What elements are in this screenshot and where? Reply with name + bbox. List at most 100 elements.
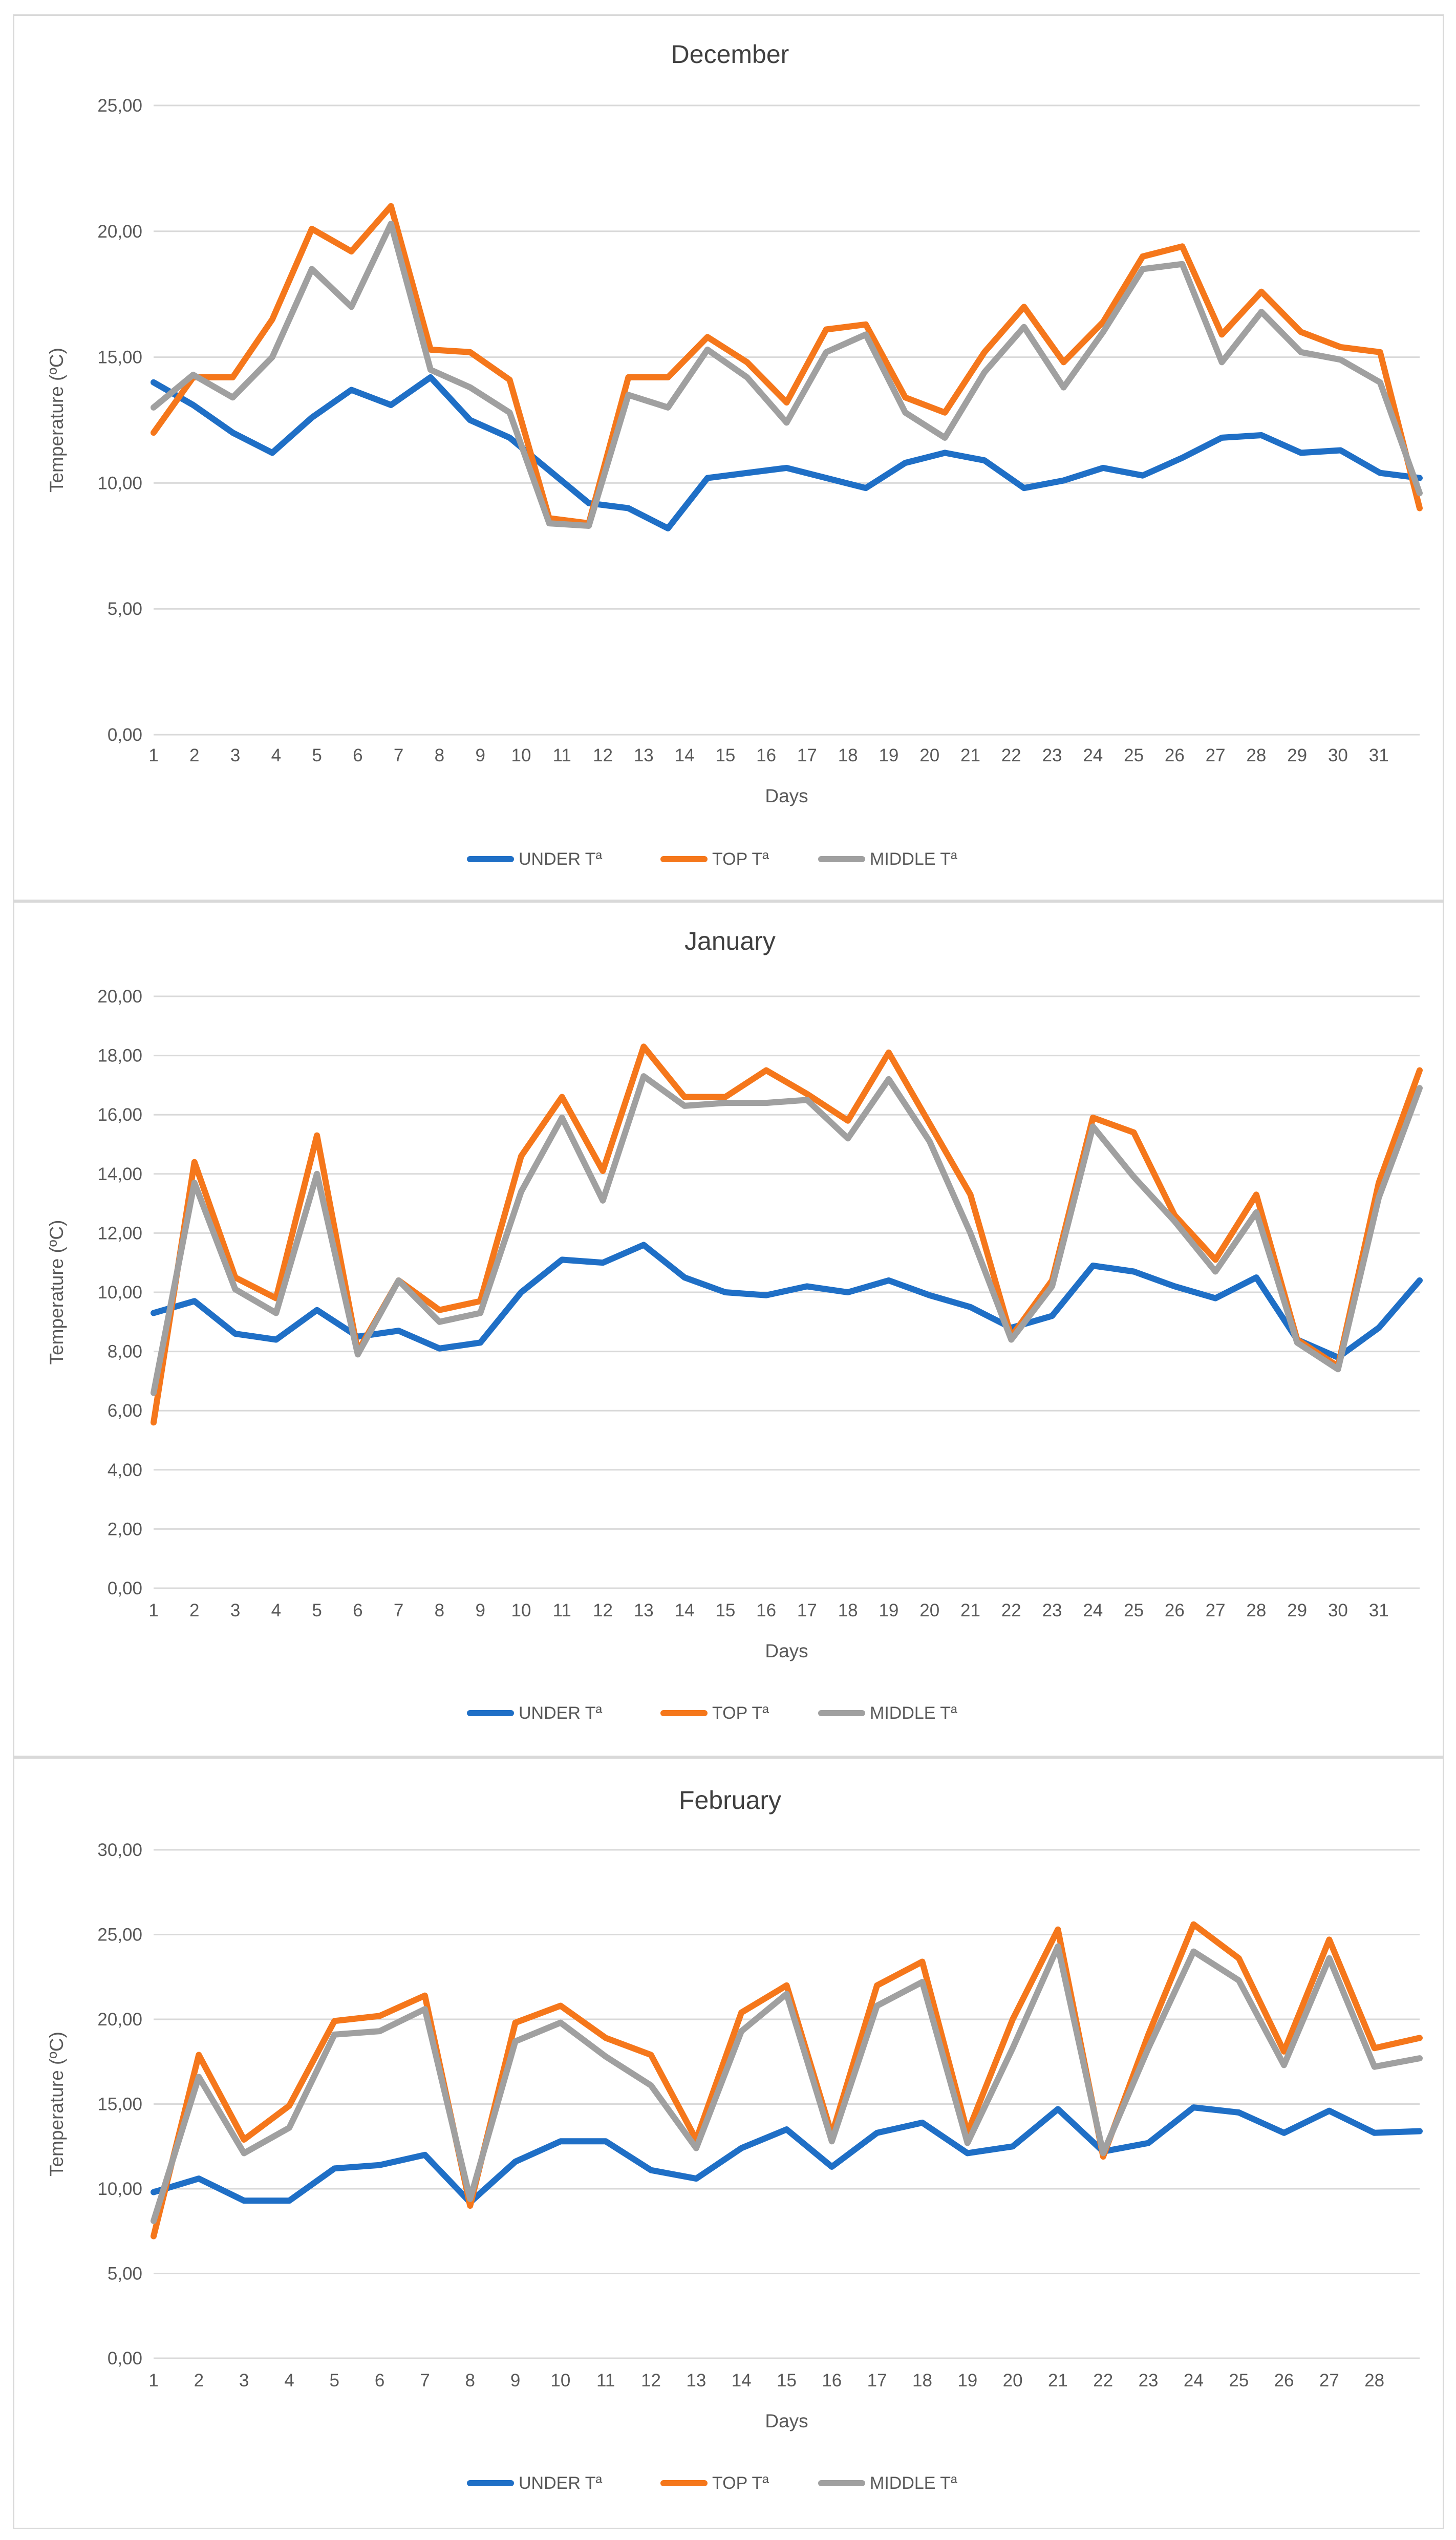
y-tick-label: 0,00: [108, 2349, 142, 2368]
series-line-under: [151, 374, 1423, 531]
x-tick-label: 3: [230, 1600, 240, 1620]
y-tick-label: 5,00: [108, 599, 142, 619]
series-line-top: [151, 203, 1423, 527]
x-tick-label: 24: [1083, 745, 1103, 765]
x-tick-label: 12: [593, 745, 613, 765]
y-tick-label: 0,00: [108, 725, 142, 745]
x-tick-label: 2: [189, 1600, 199, 1620]
y-tick-label: 2,00: [108, 1519, 142, 1539]
x-tick-label: 10: [550, 2371, 570, 2390]
y-tick-label: 30,00: [97, 1840, 142, 1860]
x-tick-label: 29: [1287, 745, 1307, 765]
x-tick-label: 24: [1184, 2371, 1204, 2390]
x-tick-label: 18: [838, 745, 858, 765]
legend-label: TOP Tª: [712, 2473, 769, 2493]
chart-panel-january: January 0,00 2,00 4,00 6,00 8,00 10,00 12,00 14,…: [13, 901, 1444, 1757]
x-axis-label: Days: [765, 2410, 808, 2431]
y-axis-label: Temperature (ºC): [46, 348, 67, 493]
x-tick-label: 25: [1124, 1600, 1144, 1620]
y-tick-label: 20,00: [97, 222, 142, 242]
series-line-middle: [151, 221, 1423, 529]
x-tick-label: 5: [330, 2371, 339, 2390]
series-line-under: [151, 2104, 1423, 2206]
chart-panel-december: December 0,00 5,00 10,00 15,00 20,00 25,00 1 2 3 4…: [13, 14, 1444, 901]
chart-title: January: [684, 927, 776, 955]
x-tick-label: 9: [510, 2371, 520, 2390]
y-tick-label: 20,00: [97, 987, 142, 1007]
x-tick-label: 21: [960, 745, 980, 765]
x-tick-label: 1: [148, 745, 158, 765]
x-tick-label: 13: [634, 745, 654, 765]
x-tick-label: 19: [957, 2371, 977, 2390]
legend-label: UNDER Tª: [519, 1703, 602, 1723]
x-tick-label: 21: [1048, 2371, 1068, 2390]
legend-label: UNDER Tª: [519, 849, 602, 869]
y-tick-label: 15,00: [97, 2095, 142, 2115]
series-line-middle: [151, 1073, 1423, 1396]
x-tick-label: 29: [1287, 1600, 1307, 1620]
x-tick-label: 10: [511, 1600, 531, 1620]
series-line-top: [151, 1921, 1423, 2239]
series-line-middle: [151, 1943, 1423, 2224]
y-tick-label: 5,00: [108, 2264, 142, 2284]
x-tick-label: 14: [675, 745, 695, 765]
x-tick-label: 15: [715, 745, 735, 765]
x-tick-label: 19: [879, 1600, 898, 1620]
y-tick-label: 20,00: [97, 2010, 142, 2030]
x-tick-label: 31: [1369, 745, 1389, 765]
x-tick-label: 30: [1328, 1600, 1348, 1620]
y-tick-label: 12,00: [97, 1223, 142, 1243]
legend-label: UNDER Tª: [519, 2473, 602, 2493]
x-tick-label: 15: [715, 1600, 735, 1620]
legend-label: MIDDLE Tª: [870, 1703, 957, 1723]
x-tick-label: 28: [1246, 1600, 1266, 1620]
x-tick-label: 11: [553, 745, 571, 765]
x-tick-label: 23: [1139, 2371, 1159, 2390]
x-tick-label: 20: [919, 1600, 939, 1620]
chart-title: December: [671, 40, 789, 69]
x-tick-label: 6: [353, 1600, 362, 1620]
x-tick-label: 2: [189, 745, 199, 765]
x-tick-label: 18: [838, 1600, 858, 1620]
x-tick-label: 7: [394, 745, 403, 765]
x-tick-label: 26: [1274, 2371, 1294, 2390]
x-tick-label: 9: [475, 1600, 485, 1620]
x-tick-label: 7: [420, 2371, 430, 2390]
x-tick-label: 13: [686, 2371, 706, 2390]
x-tick-label: 2: [194, 2371, 204, 2390]
x-axis-label: Days: [765, 785, 808, 806]
legend-label: TOP Tª: [712, 849, 769, 869]
x-tick-label: 17: [867, 2371, 887, 2390]
x-tick-label: 8: [465, 2371, 475, 2390]
x-tick-label: 22: [1093, 2371, 1113, 2390]
x-tick-label: 3: [239, 2371, 249, 2390]
x-axis-label: Days: [765, 1640, 808, 1661]
x-tick-label: 30: [1328, 745, 1348, 765]
x-tick-label: 25: [1124, 745, 1144, 765]
x-tick-label: 4: [271, 1600, 281, 1620]
x-tick-label: 12: [641, 2371, 661, 2390]
legend-label: MIDDLE Tª: [870, 849, 957, 869]
x-tick-label: 5: [312, 1600, 322, 1620]
x-tick-label: 21: [960, 1600, 980, 1620]
x-tick-label: 27: [1319, 2371, 1339, 2390]
x-tick-label: 6: [353, 745, 362, 765]
x-tick-label: 10: [511, 745, 531, 765]
legend-label: MIDDLE Tª: [870, 2473, 957, 2493]
x-tick-label: 1: [148, 2371, 158, 2390]
x-tick-label: 25: [1229, 2371, 1249, 2390]
x-tick-label: 28: [1364, 2371, 1384, 2390]
x-tick-label: 27: [1206, 1600, 1226, 1620]
y-axis-label: Temperature (ºC): [46, 1220, 67, 1365]
x-tick-label: 14: [675, 1600, 695, 1620]
y-axis-label: Temperature (ºC): [46, 2032, 67, 2176]
x-tick-label: 8: [435, 745, 444, 765]
x-tick-label: 1: [148, 1600, 158, 1620]
x-tick-label: 8: [435, 1600, 444, 1620]
x-tick-label: 24: [1083, 1600, 1103, 1620]
x-tick-label: 17: [797, 745, 817, 765]
y-tick-label: 25,00: [97, 96, 142, 116]
x-tick-label: 11: [596, 2371, 615, 2390]
